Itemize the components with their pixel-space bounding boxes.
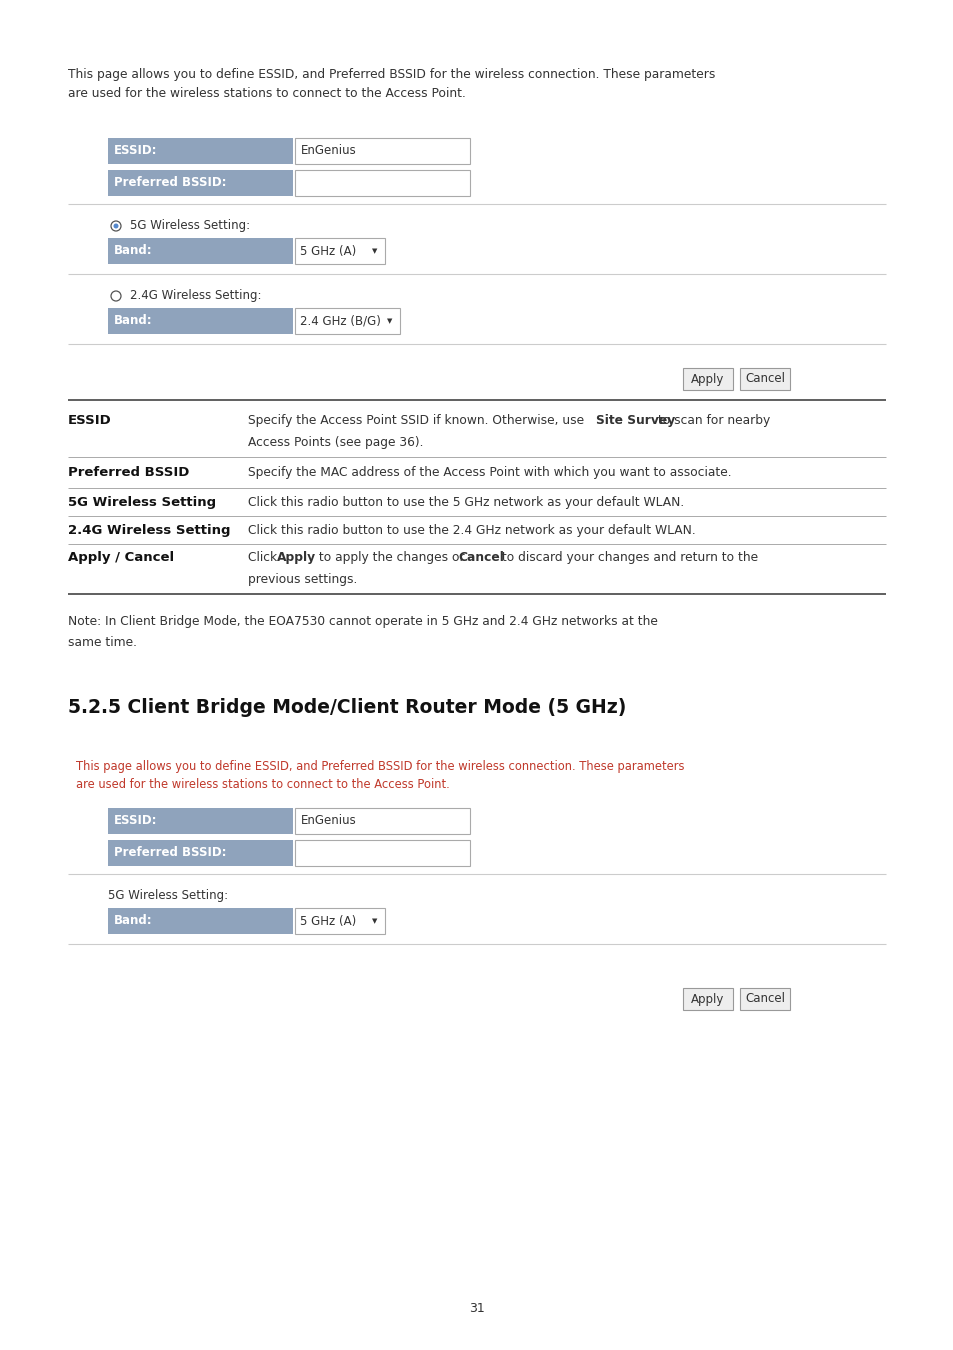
Text: 2.4 GHz (B/G): 2.4 GHz (B/G)	[299, 315, 384, 328]
Text: Click this radio button to use the 5 GHz network as your default WLAN.: Click this radio button to use the 5 GHz…	[248, 495, 683, 509]
FancyBboxPatch shape	[682, 988, 732, 1010]
Text: Preferred BSSID:: Preferred BSSID:	[113, 177, 226, 189]
FancyBboxPatch shape	[740, 988, 789, 1010]
Text: Preferred BSSID:: Preferred BSSID:	[113, 846, 226, 860]
Text: 5G Wireless Setting:: 5G Wireless Setting:	[108, 890, 228, 903]
Text: Band:: Band:	[113, 315, 152, 328]
Text: 5 GHz (A): 5 GHz (A)	[299, 244, 355, 258]
Text: ESSID:: ESSID:	[113, 144, 157, 158]
FancyBboxPatch shape	[108, 308, 293, 333]
Text: This page allows you to define ESSID, and Preferred BSSID for the wireless conne: This page allows you to define ESSID, an…	[68, 68, 715, 100]
Text: ▼: ▼	[386, 319, 392, 324]
Text: ESSID:: ESSID:	[113, 814, 157, 828]
FancyBboxPatch shape	[294, 308, 399, 333]
Text: Band:: Band:	[113, 244, 152, 258]
Text: Apply / Cancel: Apply / Cancel	[68, 551, 174, 564]
Text: Specify the MAC address of the Access Point with which you want to associate.: Specify the MAC address of the Access Po…	[248, 466, 731, 479]
Text: Click: Click	[248, 551, 281, 564]
Text: 5G Wireless Setting:: 5G Wireless Setting:	[130, 220, 250, 232]
FancyBboxPatch shape	[108, 170, 293, 196]
Text: 5.2.5 Client Bridge Mode/Client Router Mode (5 GHz): 5.2.5 Client Bridge Mode/Client Router M…	[68, 698, 626, 717]
Text: Cancel: Cancel	[457, 551, 503, 564]
FancyBboxPatch shape	[108, 238, 293, 265]
Text: 2.4G Wireless Setting:: 2.4G Wireless Setting:	[130, 289, 261, 302]
FancyBboxPatch shape	[294, 840, 470, 865]
Text: Site Survey: Site Survey	[596, 414, 675, 427]
Circle shape	[113, 224, 118, 228]
Text: Click this radio button to use the 2.4 GHz network as your default WLAN.: Click this radio button to use the 2.4 G…	[248, 524, 695, 537]
Text: 5G Wireless Setting: 5G Wireless Setting	[68, 495, 216, 509]
Text: Apply: Apply	[691, 992, 724, 1006]
Text: to scan for nearby: to scan for nearby	[654, 414, 769, 427]
Text: Access Points (see page 36).: Access Points (see page 36).	[248, 436, 423, 450]
FancyBboxPatch shape	[294, 170, 470, 196]
Text: ▼: ▼	[372, 918, 376, 923]
FancyBboxPatch shape	[294, 138, 470, 163]
Text: ▼: ▼	[372, 248, 376, 254]
Text: EnGenius: EnGenius	[301, 144, 356, 158]
Text: 2.4G Wireless Setting: 2.4G Wireless Setting	[68, 524, 231, 537]
Text: Note: In Client Bridge Mode, the EOA7530 cannot operate in 5 GHz and 2.4 GHz net: Note: In Client Bridge Mode, the EOA7530…	[68, 616, 658, 649]
FancyBboxPatch shape	[682, 369, 732, 390]
Text: Apply: Apply	[276, 551, 315, 564]
Text: Cancel: Cancel	[744, 373, 784, 386]
Text: Cancel: Cancel	[744, 992, 784, 1006]
Text: ESSID: ESSID	[68, 414, 112, 427]
FancyBboxPatch shape	[108, 840, 293, 865]
Text: Apply: Apply	[691, 373, 724, 386]
Text: previous settings.: previous settings.	[248, 572, 357, 586]
FancyBboxPatch shape	[294, 909, 385, 934]
Text: Band:: Band:	[113, 914, 152, 927]
Text: Preferred BSSID: Preferred BSSID	[68, 466, 190, 479]
FancyBboxPatch shape	[108, 138, 293, 163]
FancyBboxPatch shape	[108, 909, 293, 934]
Text: EnGenius: EnGenius	[301, 814, 356, 828]
FancyBboxPatch shape	[740, 369, 789, 390]
FancyBboxPatch shape	[108, 809, 293, 834]
Text: 5 GHz (A): 5 GHz (A)	[299, 914, 355, 927]
FancyBboxPatch shape	[294, 238, 385, 265]
Text: Specify the Access Point SSID if known. Otherwise, use: Specify the Access Point SSID if known. …	[248, 414, 587, 427]
Text: to apply the changes or: to apply the changes or	[314, 551, 468, 564]
Text: to discard your changes and return to the: to discard your changes and return to th…	[497, 551, 758, 564]
FancyBboxPatch shape	[294, 809, 470, 834]
Text: This page allows you to define ESSID, and Preferred BSSID for the wireless conne: This page allows you to define ESSID, an…	[76, 760, 684, 791]
Text: 31: 31	[469, 1301, 484, 1315]
